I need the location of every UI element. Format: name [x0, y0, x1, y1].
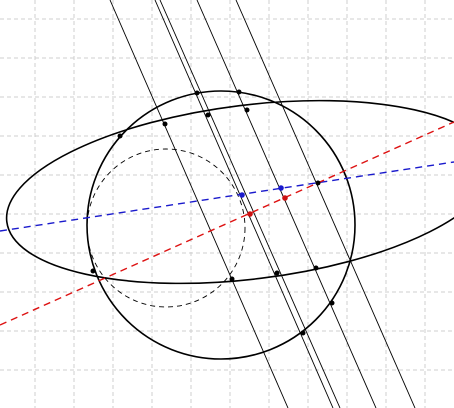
line — [154, 0, 334, 408]
point — [315, 180, 321, 186]
red-points — [247, 195, 288, 217]
point — [205, 112, 211, 118]
dashed-circle — [86, 148, 246, 308]
points — [90, 89, 335, 336]
point — [239, 192, 245, 198]
point — [247, 211, 253, 217]
parallel-lines — [109, 0, 416, 408]
red-dashed-line — [0, 121, 454, 326]
point — [162, 121, 168, 127]
point — [313, 265, 319, 271]
point — [300, 330, 306, 336]
point — [117, 133, 123, 139]
point — [244, 107, 250, 113]
ellipse — [5, 99, 454, 285]
point — [236, 89, 242, 95]
point — [274, 270, 280, 276]
circle — [86, 90, 356, 360]
blue-dashed-line — [0, 161, 454, 232]
line — [235, 0, 416, 408]
line — [159, 0, 341, 408]
point — [90, 268, 96, 274]
blue-points — [239, 185, 284, 198]
line — [196, 0, 377, 408]
point — [329, 300, 335, 306]
point — [194, 90, 200, 96]
point — [278, 185, 284, 191]
point — [229, 276, 235, 282]
point — [282, 195, 288, 201]
line — [109, 0, 289, 408]
